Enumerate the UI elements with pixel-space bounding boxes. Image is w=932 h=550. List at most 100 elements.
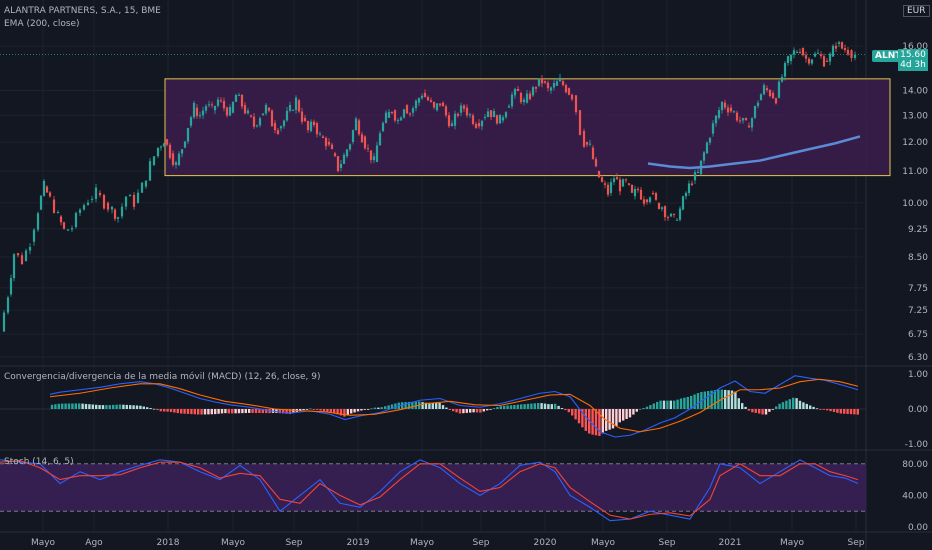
candle-body: [546, 82, 550, 89]
macd-bar: [261, 409, 264, 414]
last-price-badge: 15.60 4d 3h: [898, 49, 928, 71]
candle-body: [345, 149, 349, 157]
candle-body: [612, 178, 616, 183]
candle-body: [189, 117, 193, 126]
stoch-legend[interactable]: Stoch (14, 6, 5): [4, 457, 74, 467]
candle-body: [417, 98, 421, 103]
macd-bar: [696, 393, 700, 409]
candle-body: [270, 110, 274, 127]
candle-body: [651, 192, 655, 194]
candle-body: [705, 142, 709, 154]
candle-body: [378, 133, 382, 146]
macd-bar: [669, 400, 672, 409]
currency-badge[interactable]: EUR: [903, 5, 930, 17]
candle-body: [148, 161, 152, 181]
candle-body: [543, 81, 547, 83]
candle-body: [59, 216, 63, 223]
candle-body: [252, 116, 256, 127]
candle-body: [336, 156, 340, 172]
ema-legend[interactable]: EMA (200, close): [4, 19, 80, 29]
candle-body: [183, 141, 187, 148]
candle-body: [853, 54, 857, 58]
candle-body: [116, 217, 120, 219]
candle-body: [168, 144, 172, 158]
macd-bar: [839, 409, 842, 414]
candle-body: [52, 199, 56, 213]
stoch-d-line: [0, 460, 859, 520]
macd-bar: [101, 405, 105, 409]
stoch-k-line: [0, 459, 859, 522]
macd-legend[interactable]: Convergencia/divergencia de la media móv…: [4, 372, 321, 382]
macd-bar: [642, 407, 645, 409]
candle-body: [399, 117, 403, 121]
candle-body: [128, 194, 132, 197]
candle-body: [56, 211, 60, 213]
time-tick-label: 2018: [157, 538, 180, 548]
candle-body: [140, 182, 144, 193]
candle-body: [603, 183, 607, 185]
candle-body: [20, 255, 24, 265]
candle-body: [843, 48, 847, 51]
macd-bar: [513, 404, 516, 409]
macd-bar: [601, 409, 604, 434]
candle-body: [144, 180, 148, 187]
candle-body: [237, 94, 241, 96]
candle-body: [16, 253, 20, 256]
macd-bar: [387, 405, 390, 409]
candle-body: [558, 77, 562, 82]
candles: [2, 40, 857, 332]
candle-body: [288, 105, 292, 111]
macd-bar: [112, 404, 115, 409]
candle-body: [447, 115, 451, 127]
macd-bar: [693, 394, 696, 409]
macd-bar: [265, 409, 268, 414]
macd-bar: [234, 409, 237, 414]
macd-bar: [567, 409, 570, 413]
candle-body: [234, 95, 238, 102]
macd-bar: [190, 409, 193, 415]
macd-bar: [768, 409, 771, 412]
candle-body: [186, 128, 190, 142]
candle-body: [405, 105, 409, 114]
candle-body: [78, 209, 82, 213]
macd-bar: [492, 408, 496, 409]
macd-bar: [577, 409, 581, 424]
candle-body: [555, 81, 559, 86]
macd-bar: [679, 398, 683, 409]
macd-bar: [312, 409, 315, 410]
macd-bar: [180, 409, 183, 414]
candle-body: [666, 217, 670, 219]
macd-bar: [455, 409, 458, 413]
candle-body: [330, 144, 334, 150]
macd-bar: [363, 409, 366, 410]
macd-bar: [836, 409, 839, 413]
candle-body: [24, 250, 28, 262]
candle-body: [837, 42, 841, 44]
candle-body: [348, 144, 352, 150]
macd-bar: [231, 409, 234, 414]
stoch-tick-label: 80.00: [902, 460, 928, 470]
candle-body: [426, 97, 430, 101]
time-tick-label: Mayo: [31, 538, 56, 548]
candle-body: [723, 102, 727, 108]
macd-bar: [50, 404, 54, 409]
candle-body: [597, 171, 601, 178]
macd-bar: [118, 404, 122, 409]
candle-body: [672, 213, 676, 215]
macd-bar: [278, 409, 281, 414]
candle-body: [381, 122, 385, 132]
macd-bar: [659, 400, 662, 409]
candle-body: [201, 110, 205, 116]
time-tick-label: 2020: [534, 538, 557, 548]
macd-bar: [849, 409, 853, 415]
macd-bar: [373, 407, 377, 409]
candle-body: [753, 105, 757, 118]
candle-body: [783, 62, 787, 77]
candle-body: [636, 188, 640, 191]
macd-bar: [251, 409, 254, 413]
macd-bar: [227, 409, 230, 414]
candle-body: [780, 76, 784, 82]
candle-body: [474, 123, 478, 128]
macd-bar: [564, 409, 567, 411]
